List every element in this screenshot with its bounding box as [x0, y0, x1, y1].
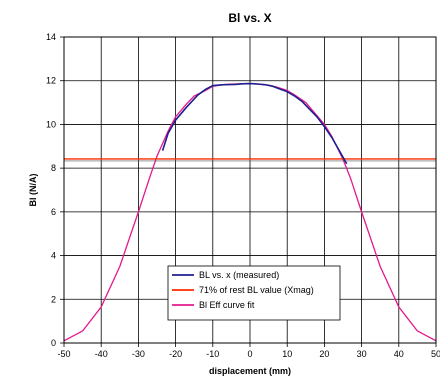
y-tick-label: 4	[51, 251, 56, 261]
plot-area-border	[63, 36, 437, 344]
x-tick-label: 40	[394, 349, 404, 359]
x-tick-label: -30	[132, 349, 145, 359]
y-tick-label: 0	[51, 338, 56, 348]
legend-label: Bl Eff curve fit	[199, 300, 255, 310]
x-axis-title: displacement (mm)	[209, 366, 291, 376]
y-tick-label: 6	[51, 207, 56, 217]
y-tick-label: 12	[46, 76, 56, 86]
x-tick-label: -10	[206, 349, 219, 359]
y-tick-label: 10	[46, 119, 56, 129]
x-tick-label: -50	[57, 349, 70, 359]
y-tick-label: 14	[46, 32, 56, 42]
x-tick-label: 10	[282, 349, 292, 359]
legend-label: BL vs. x (measured)	[199, 270, 279, 280]
plot-layer	[63, 82, 437, 342]
x-tick-label: 30	[357, 349, 367, 359]
y-axis-title: Bl (N/A)	[28, 174, 38, 207]
x-tick-label: -40	[95, 349, 108, 359]
x-tick-label: -20	[169, 349, 182, 359]
legend-box	[167, 265, 341, 321]
legend: BL vs. x (measured) 71% of rest BL value …	[167, 265, 341, 321]
chart-title: Bl vs. X	[228, 11, 271, 25]
y-tick-label: 8	[51, 163, 56, 173]
x-tick-label: 50	[431, 349, 440, 359]
x-tick-labels: -50 -40 -30 -20 -10 0 10 20 30 40 50	[57, 349, 440, 359]
legend-label: 71% of rest BL value (Xmag)	[199, 285, 314, 295]
y-tick-labels: 0 2 4 6 8 10 12 14	[46, 32, 56, 348]
series-measured-line	[161, 82, 348, 165]
x-tick-label: 0	[247, 349, 252, 359]
y-tick-label: 2	[51, 294, 56, 304]
x-tick-label: 20	[319, 349, 329, 359]
